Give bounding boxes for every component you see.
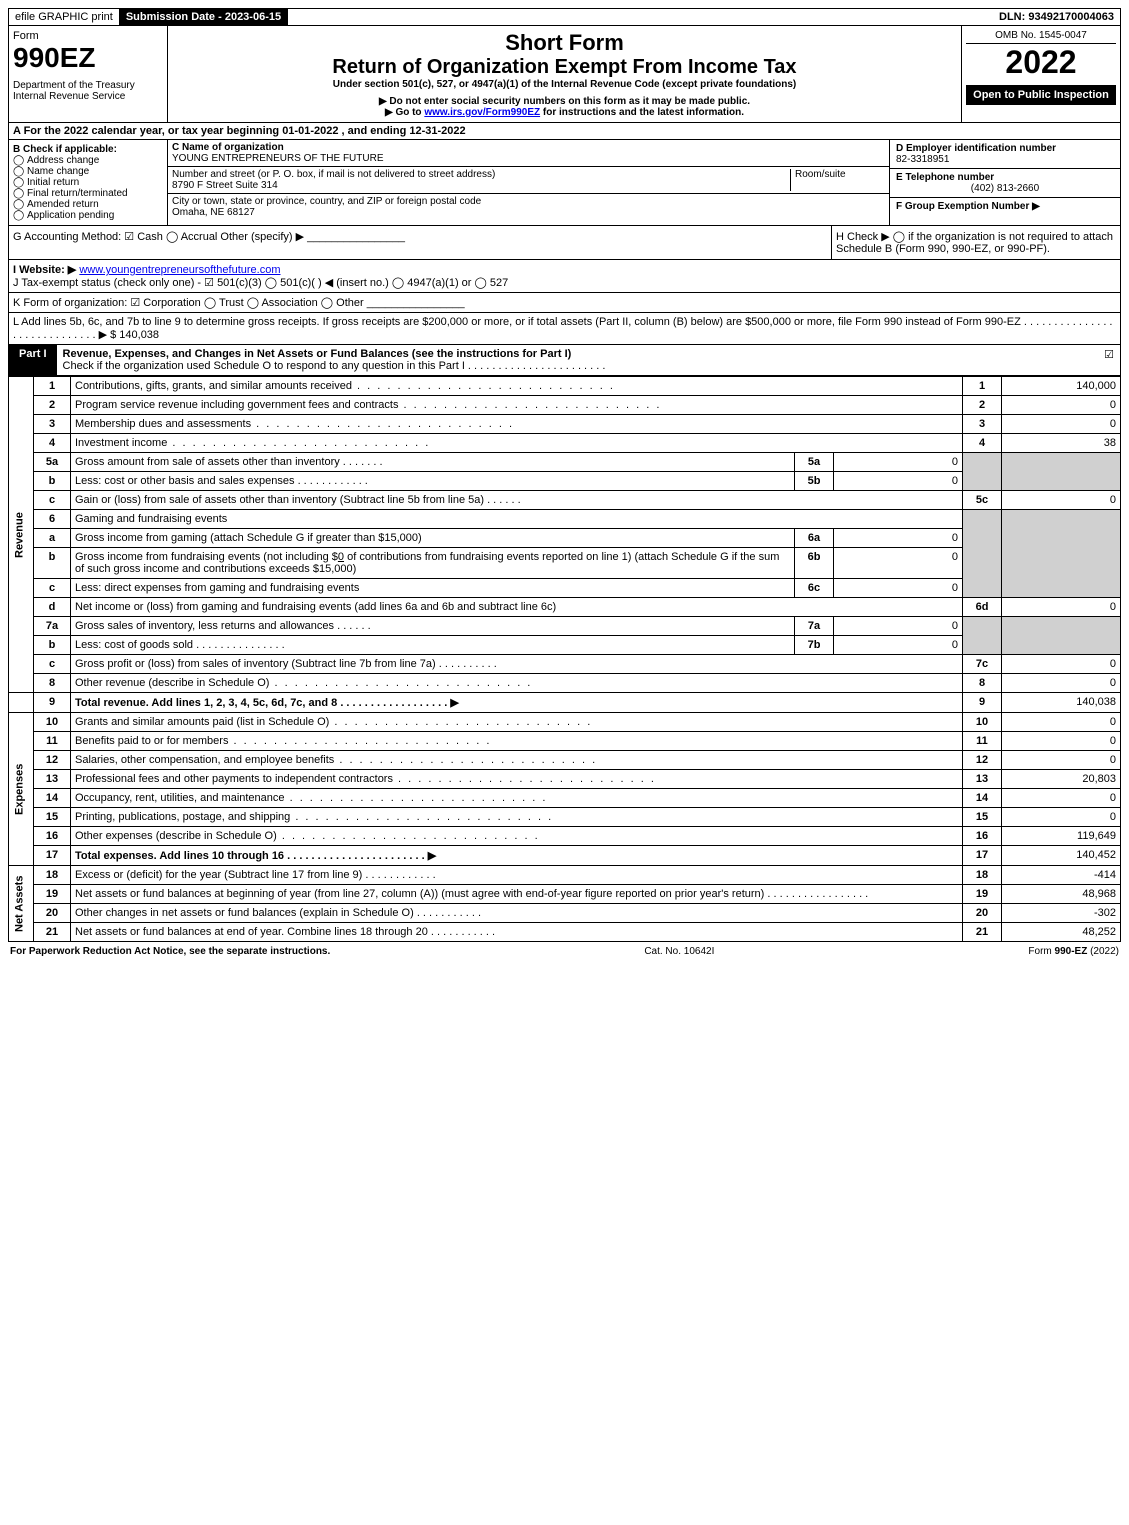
part1-header: Part I Revenue, Expenses, and Changes in… [8,345,1121,376]
subtitle-2: ▶ Do not enter social security numbers o… [172,96,957,107]
website-link[interactable]: www.youngentrepreneursofthefuture.com [79,264,280,276]
subtitle-1: Under section 501(c), 527, or 4947(a)(1)… [172,79,957,90]
val-5b: 0 [834,472,963,491]
amt-6d: 0 [1002,598,1121,617]
footer-right: Form 990-EZ (2022) [1028,946,1119,957]
amt-18: -414 [1002,866,1121,885]
dept-label: Department of the Treasury Internal Reve… [13,80,163,102]
amt-14: 0 [1002,789,1121,808]
footer-left: For Paperwork Reduction Act Notice, see … [10,946,330,957]
row-gh: G Accounting Method: ☑ Cash ◯ Accrual Ot… [8,226,1121,260]
section-def: D Employer identification number 82-3318… [890,140,1120,225]
line-l: L Add lines 5b, 6c, and 7b to line 9 to … [8,313,1121,345]
amt-19: 48,968 [1002,885,1121,904]
form-header: Form 990EZ Department of the Treasury In… [8,26,1121,123]
part1-label: Part I [9,345,57,375]
val-7a: 0 [834,617,963,636]
dln: DLN: 93492170004063 [993,9,1120,25]
top-bar: efile GRAPHIC print Submission Date - 20… [8,8,1121,26]
amt-5c: 0 [1002,491,1121,510]
efile-label[interactable]: efile GRAPHIC print [9,9,120,25]
section-c: C Name of organization YOUNG ENTREPRENEU… [168,140,890,225]
netassets-label: Net Assets [9,866,34,942]
footer-catno: Cat. No. 10642I [644,946,714,957]
amt-21: 48,252 [1002,923,1121,942]
org-name: YOUNG ENTREPRENEURS OF THE FUTURE [172,153,384,164]
subtitle-3: ▶ Go to www.irs.gov/Form990EZ for instru… [172,107,957,118]
form-label: Form [13,30,163,42]
expenses-label: Expenses [9,713,34,866]
amt-20: -302 [1002,904,1121,923]
amt-10: 0 [1002,713,1121,732]
val-7b: 0 [834,636,963,655]
open-to-public: Open to Public Inspection [966,85,1116,105]
line-h: H Check ▶ ◯ if the organization is not r… [831,226,1120,259]
val-6b: 0 [834,548,963,579]
line-g: G Accounting Method: ☑ Cash ◯ Accrual Ot… [9,226,831,259]
val-5a: 0 [834,453,963,472]
amt-1: 140,000 [1002,377,1121,396]
amt-8: 0 [1002,674,1121,693]
tax-year: 2022 [966,44,1116,81]
title-short-form: Short Form [172,30,957,56]
amt-13: 20,803 [1002,770,1121,789]
line-a: A For the 2022 calendar year, or tax yea… [8,123,1121,140]
line-k: K Form of organization: ☑ Corporation ◯ … [8,293,1121,313]
row-ij: I Website: ▶ www.youngentrepreneursofthe… [8,260,1121,293]
submission-date: Submission Date - 2023-06-15 [120,9,288,25]
page-footer: For Paperwork Reduction Act Notice, see … [8,942,1121,957]
telephone: (402) 813-2660 [896,183,1114,194]
gross-receipts: 140,038 [119,329,159,341]
street-address: 8790 F Street Suite 314 [172,180,278,191]
ein: 82-3318951 [896,154,949,165]
amt-11: 0 [1002,732,1121,751]
title-return: Return of Organization Exempt From Incom… [172,56,957,79]
val-6a: 0 [834,529,963,548]
amt-17: 140,452 [1002,846,1121,866]
amt-7c: 0 [1002,655,1121,674]
section-b: B Check if applicable: ◯ Address change … [9,140,168,225]
amt-2: 0 [1002,396,1121,415]
amt-4: 38 [1002,434,1121,453]
amt-3: 0 [1002,415,1121,434]
irs-link[interactable]: www.irs.gov/Form990EZ [424,107,540,118]
part1-check: ☑ [1098,345,1120,375]
amt-12: 0 [1002,751,1121,770]
amt-9: 140,038 [1002,693,1121,713]
amt-16: 119,649 [1002,827,1121,846]
form-number: 990EZ [13,42,163,74]
omb-number: OMB No. 1545-0047 [966,30,1116,44]
city-state-zip: Omaha, NE 68127 [172,207,255,218]
revenue-label: Revenue [9,377,34,693]
lines-table: Revenue 1 Contributions, gifts, grants, … [8,376,1121,942]
header-grid: B Check if applicable: ◯ Address change … [8,140,1121,226]
val-6c: 0 [834,579,963,598]
amt-15: 0 [1002,808,1121,827]
line-j: J Tax-exempt status (check only one) - ☑… [13,277,508,289]
